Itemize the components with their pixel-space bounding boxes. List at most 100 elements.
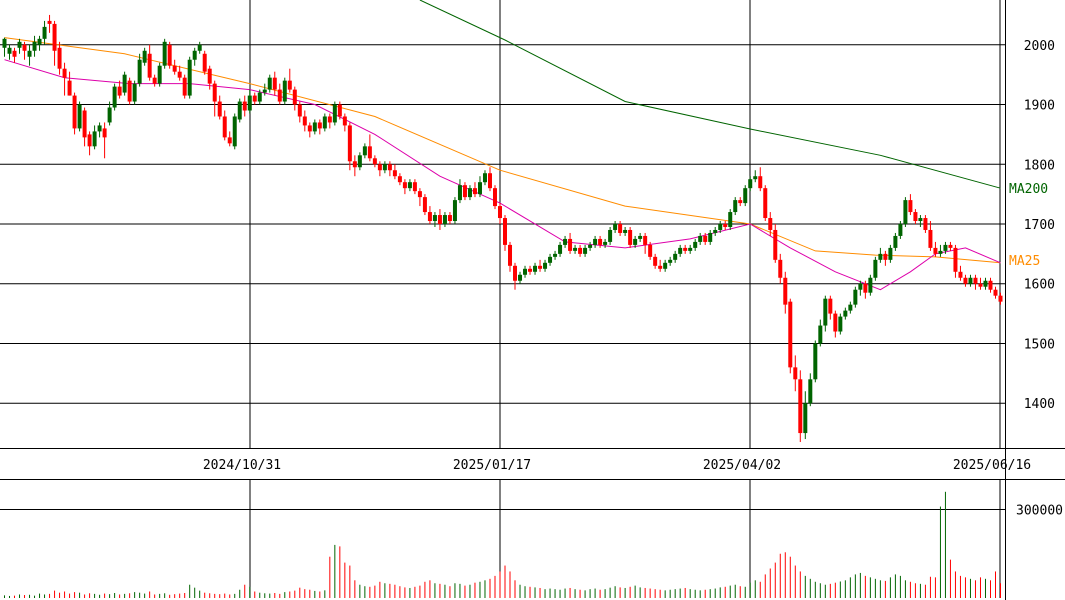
- candle-body: [247, 95, 252, 111]
- candle: [598, 235, 603, 248]
- candle-body: [162, 41, 167, 66]
- candle: [17, 38, 22, 54]
- candle: [948, 241, 953, 251]
- candle-body: [693, 241, 698, 248]
- candle: [893, 232, 898, 251]
- price-axis-ticks: 1400 1500 1600 1700 1800 1900 2000: [1024, 39, 1055, 412]
- candle: [467, 185, 472, 201]
- candle-body: [292, 89, 297, 105]
- candle-body: [638, 235, 643, 239]
- candle-body: [738, 200, 743, 204]
- candle-body: [588, 244, 593, 248]
- candle-body: [357, 155, 362, 168]
- candle: [372, 155, 377, 168]
- candle-body: [978, 283, 983, 287]
- candle: [528, 265, 533, 275]
- candle: [683, 244, 688, 254]
- candle-body: [788, 301, 793, 368]
- candle-body: [477, 182, 482, 195]
- candle: [402, 179, 407, 195]
- moving-average-lines: [4, 0, 1001, 291]
- candle: [558, 241, 563, 257]
- candle-body: [432, 215, 437, 222]
- candle-body: [492, 188, 497, 207]
- candle: [202, 50, 207, 75]
- candle-body: [487, 173, 492, 189]
- candle-body: [948, 244, 953, 248]
- candle: [227, 131, 232, 147]
- candle: [152, 74, 157, 87]
- candle: [492, 185, 497, 210]
- candle-body: [688, 247, 693, 251]
- candle: [588, 241, 593, 251]
- candle-body: [958, 271, 963, 278]
- candle: [212, 80, 217, 117]
- candle-body: [352, 161, 357, 168]
- candle-body: [773, 229, 778, 260]
- date-tick-label: 2024/10/31: [203, 458, 281, 473]
- candle-body: [733, 200, 738, 213]
- candle: [633, 235, 638, 248]
- candle-body: [673, 253, 678, 260]
- candle-body: [377, 164, 382, 171]
- candle: [788, 298, 793, 374]
- candle-body: [187, 59, 192, 96]
- candle: [117, 80, 122, 99]
- candle-body: [533, 265, 538, 272]
- candle: [357, 152, 362, 171]
- price-tick-label: 1700: [1024, 218, 1055, 233]
- candle-body: [307, 125, 312, 132]
- candle: [327, 113, 332, 129]
- candle-body: [878, 253, 883, 260]
- candle-body: [818, 325, 823, 344]
- candle: [92, 125, 97, 150]
- candle-body: [838, 316, 843, 332]
- candle-body: [72, 95, 77, 129]
- candle-body: [678, 247, 683, 254]
- candle: [548, 253, 553, 266]
- candle-body: [528, 268, 533, 272]
- candle: [803, 391, 808, 440]
- candle: [142, 47, 147, 66]
- candle: [412, 179, 417, 195]
- candle: [578, 244, 583, 257]
- candle: [583, 244, 588, 257]
- candle: [407, 179, 412, 192]
- candle-body: [122, 74, 127, 93]
- candle-body: [898, 224, 903, 236]
- candle: [177, 65, 182, 81]
- candle: [42, 20, 47, 45]
- candle-body: [573, 247, 578, 251]
- candle: [568, 232, 573, 254]
- candle: [52, 20, 57, 66]
- candle-body: [37, 38, 42, 45]
- candle: [773, 224, 778, 263]
- candle-body: [723, 224, 728, 227]
- candle-body: [663, 262, 668, 269]
- candle-body: [568, 238, 573, 251]
- candle: [442, 212, 447, 227]
- candle: [287, 68, 292, 93]
- candle: [192, 47, 197, 66]
- candle-body: [633, 238, 638, 245]
- ma-legend: MA200 MA25: [1009, 182, 1048, 269]
- candle-body: [322, 116, 327, 129]
- candle: [863, 280, 868, 299]
- candle: [623, 226, 628, 236]
- candle-body: [232, 116, 237, 147]
- volume-bars: [4, 491, 1001, 598]
- candle: [888, 244, 893, 263]
- candle-body: [272, 77, 277, 90]
- candle: [197, 41, 202, 54]
- candle-body: [12, 50, 17, 57]
- candle: [668, 256, 673, 266]
- candle: [222, 110, 227, 141]
- candle: [933, 241, 938, 257]
- candle-body: [813, 343, 818, 380]
- candle: [32, 35, 37, 57]
- candle: [923, 215, 928, 233]
- candle-body: [998, 295, 1003, 302]
- candle: [367, 134, 372, 162]
- candle: [22, 41, 27, 60]
- candle: [57, 41, 62, 75]
